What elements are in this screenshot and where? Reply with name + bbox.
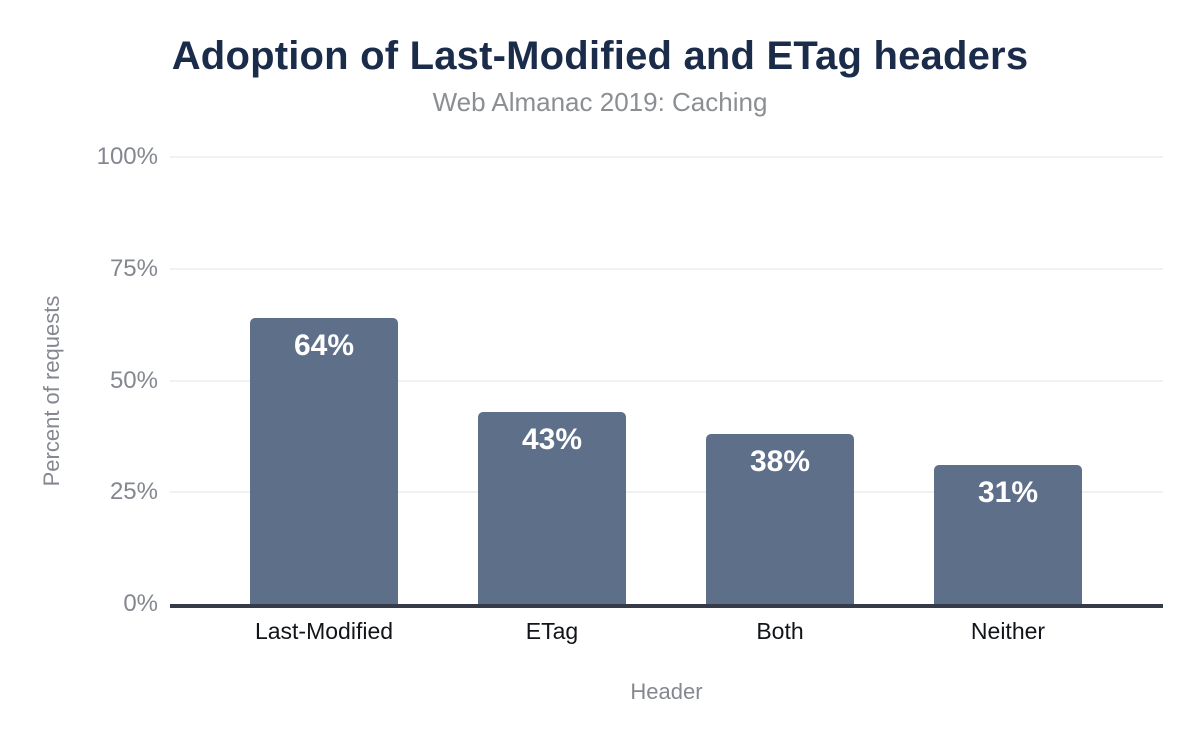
x-axis-title: Header [630,679,703,704]
y-tick-label: 100% [96,143,158,170]
y-tick-label: 75% [109,254,158,282]
x-category-label: Neither [970,618,1046,644]
bar-value-label: 64% [293,329,355,362]
bar-last-modified[interactable]: 64% [250,318,398,604]
x-axis-line [170,604,1163,608]
bar-etag[interactable]: 43% [478,412,626,604]
y-tick-label: 50% [109,366,158,394]
bar-both[interactable]: 38% [706,434,854,604]
y-tick-label: 0% [123,590,158,617]
gridline [170,491,1163,494]
bar-value-label: 43% [521,423,583,456]
bar-value-label: 38% [749,445,811,478]
bar-value-label: 31% [977,476,1039,509]
chart-subtitle: Web Almanac 2019: Caching [432,87,768,117]
bar-neither[interactable]: 31% [934,465,1082,604]
chart-title: Adoption of Last-Modified and ETag heade… [171,34,1029,78]
gridline [170,156,1163,158]
x-category-label: ETag [525,618,579,644]
y-tick-label: 25% [109,478,158,506]
x-category-label: Both [756,618,804,644]
gridline [170,379,1163,382]
x-category-label: Last-Modified [254,618,394,644]
gridline [170,267,1163,270]
